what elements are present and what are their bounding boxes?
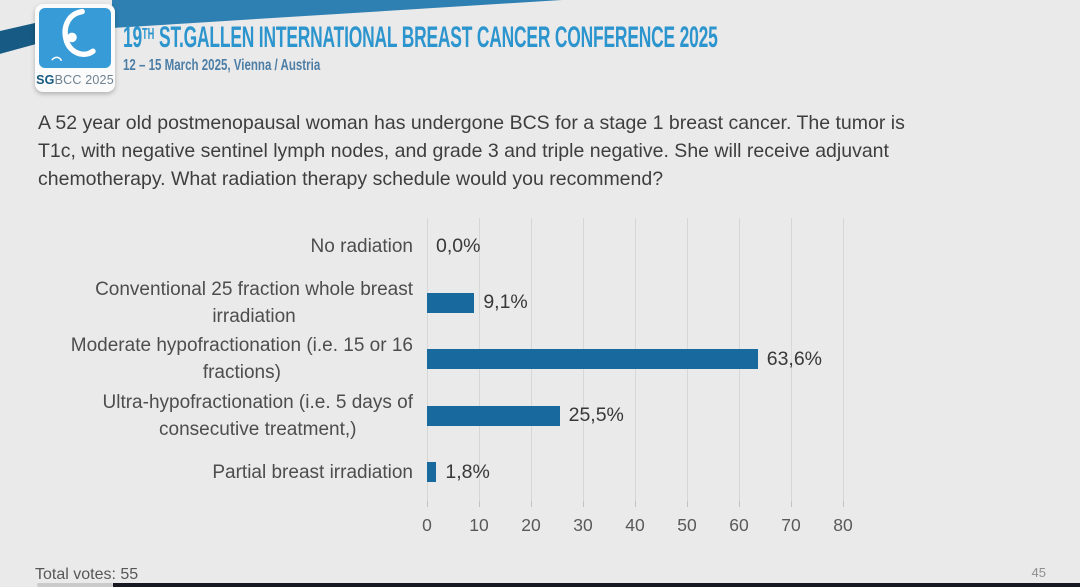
logo-label-sg: SG bbox=[36, 73, 55, 87]
axis-tick bbox=[427, 501, 428, 507]
bar-value-label: 1,8% bbox=[445, 460, 490, 483]
x-tick-label: 60 bbox=[729, 515, 749, 535]
axis-tick bbox=[791, 501, 792, 507]
sgbcc-logo-icon bbox=[39, 8, 111, 68]
x-tick-label: 70 bbox=[781, 515, 801, 535]
plot-area: 0 10 20 30 40 50 60 70 80 0,0% 9,1% 63,6% 25,5% 1,8% bbox=[422, 218, 887, 535]
category-label: Ultra-hypofractionation (i.e. 5 days of … bbox=[102, 391, 414, 440]
category-label: Conventional 25 fraction whole breast ir… bbox=[95, 278, 413, 327]
bar bbox=[427, 292, 475, 313]
logo-label-rest: BCC 2025 bbox=[54, 73, 114, 87]
category-label: Partial breast irradiation bbox=[212, 461, 413, 483]
x-tick-label: 10 bbox=[469, 515, 489, 535]
logo-label: SGBCC 2025 bbox=[35, 73, 115, 87]
axis-tick bbox=[739, 501, 740, 507]
poll-results-chart: No radiation Conventional 25 fraction who… bbox=[15, 218, 1070, 548]
poll-question: A 52 year old postmenopausal woman has u… bbox=[38, 112, 905, 190]
gridline bbox=[791, 218, 792, 501]
axis-tick bbox=[479, 501, 480, 507]
x-tick-label: 20 bbox=[521, 515, 541, 535]
page-number: 45 bbox=[1031, 565, 1046, 580]
category-label: Moderate hypofractionation (i.e. 15 or 1… bbox=[70, 335, 413, 384]
bar bbox=[427, 349, 758, 370]
x-tick-label: 30 bbox=[573, 515, 593, 535]
votes-underline bbox=[37, 583, 113, 587]
conference-title: 19TH ST.GALLEN INTERNATIONAL BREAST CANC… bbox=[123, 21, 718, 54]
conference-subtitle: 12 – 15 March 2025, Vienna / Austria bbox=[123, 57, 321, 74]
bar-value-label: 63,6% bbox=[766, 347, 823, 370]
bar bbox=[427, 405, 560, 426]
axis-tick bbox=[635, 501, 636, 507]
bar bbox=[427, 462, 437, 483]
breast-glyph-icon bbox=[51, 8, 96, 61]
x-tick-label: 0 bbox=[422, 515, 432, 535]
x-tick-label: 80 bbox=[833, 515, 853, 535]
bar-value-label: 9,1% bbox=[483, 291, 528, 314]
x-tick-label: 50 bbox=[677, 515, 697, 535]
ordinal-superscript: TH bbox=[142, 26, 155, 43]
axis-tick bbox=[531, 501, 532, 507]
axis-tick bbox=[687, 501, 688, 507]
gridline bbox=[843, 218, 844, 501]
axis-tick bbox=[843, 501, 844, 507]
axis-tick bbox=[583, 501, 584, 507]
bottom-bar bbox=[113, 583, 1080, 587]
category-label: No radiation bbox=[310, 235, 413, 257]
x-tick-label: 40 bbox=[625, 515, 645, 535]
sgbcc-logo: SGBCC 2025 bbox=[35, 4, 115, 92]
total-votes: Total votes: 55 bbox=[35, 566, 139, 583]
bar-value-label: 25,5% bbox=[568, 404, 624, 427]
bar-value-label: 0,0% bbox=[436, 234, 481, 257]
